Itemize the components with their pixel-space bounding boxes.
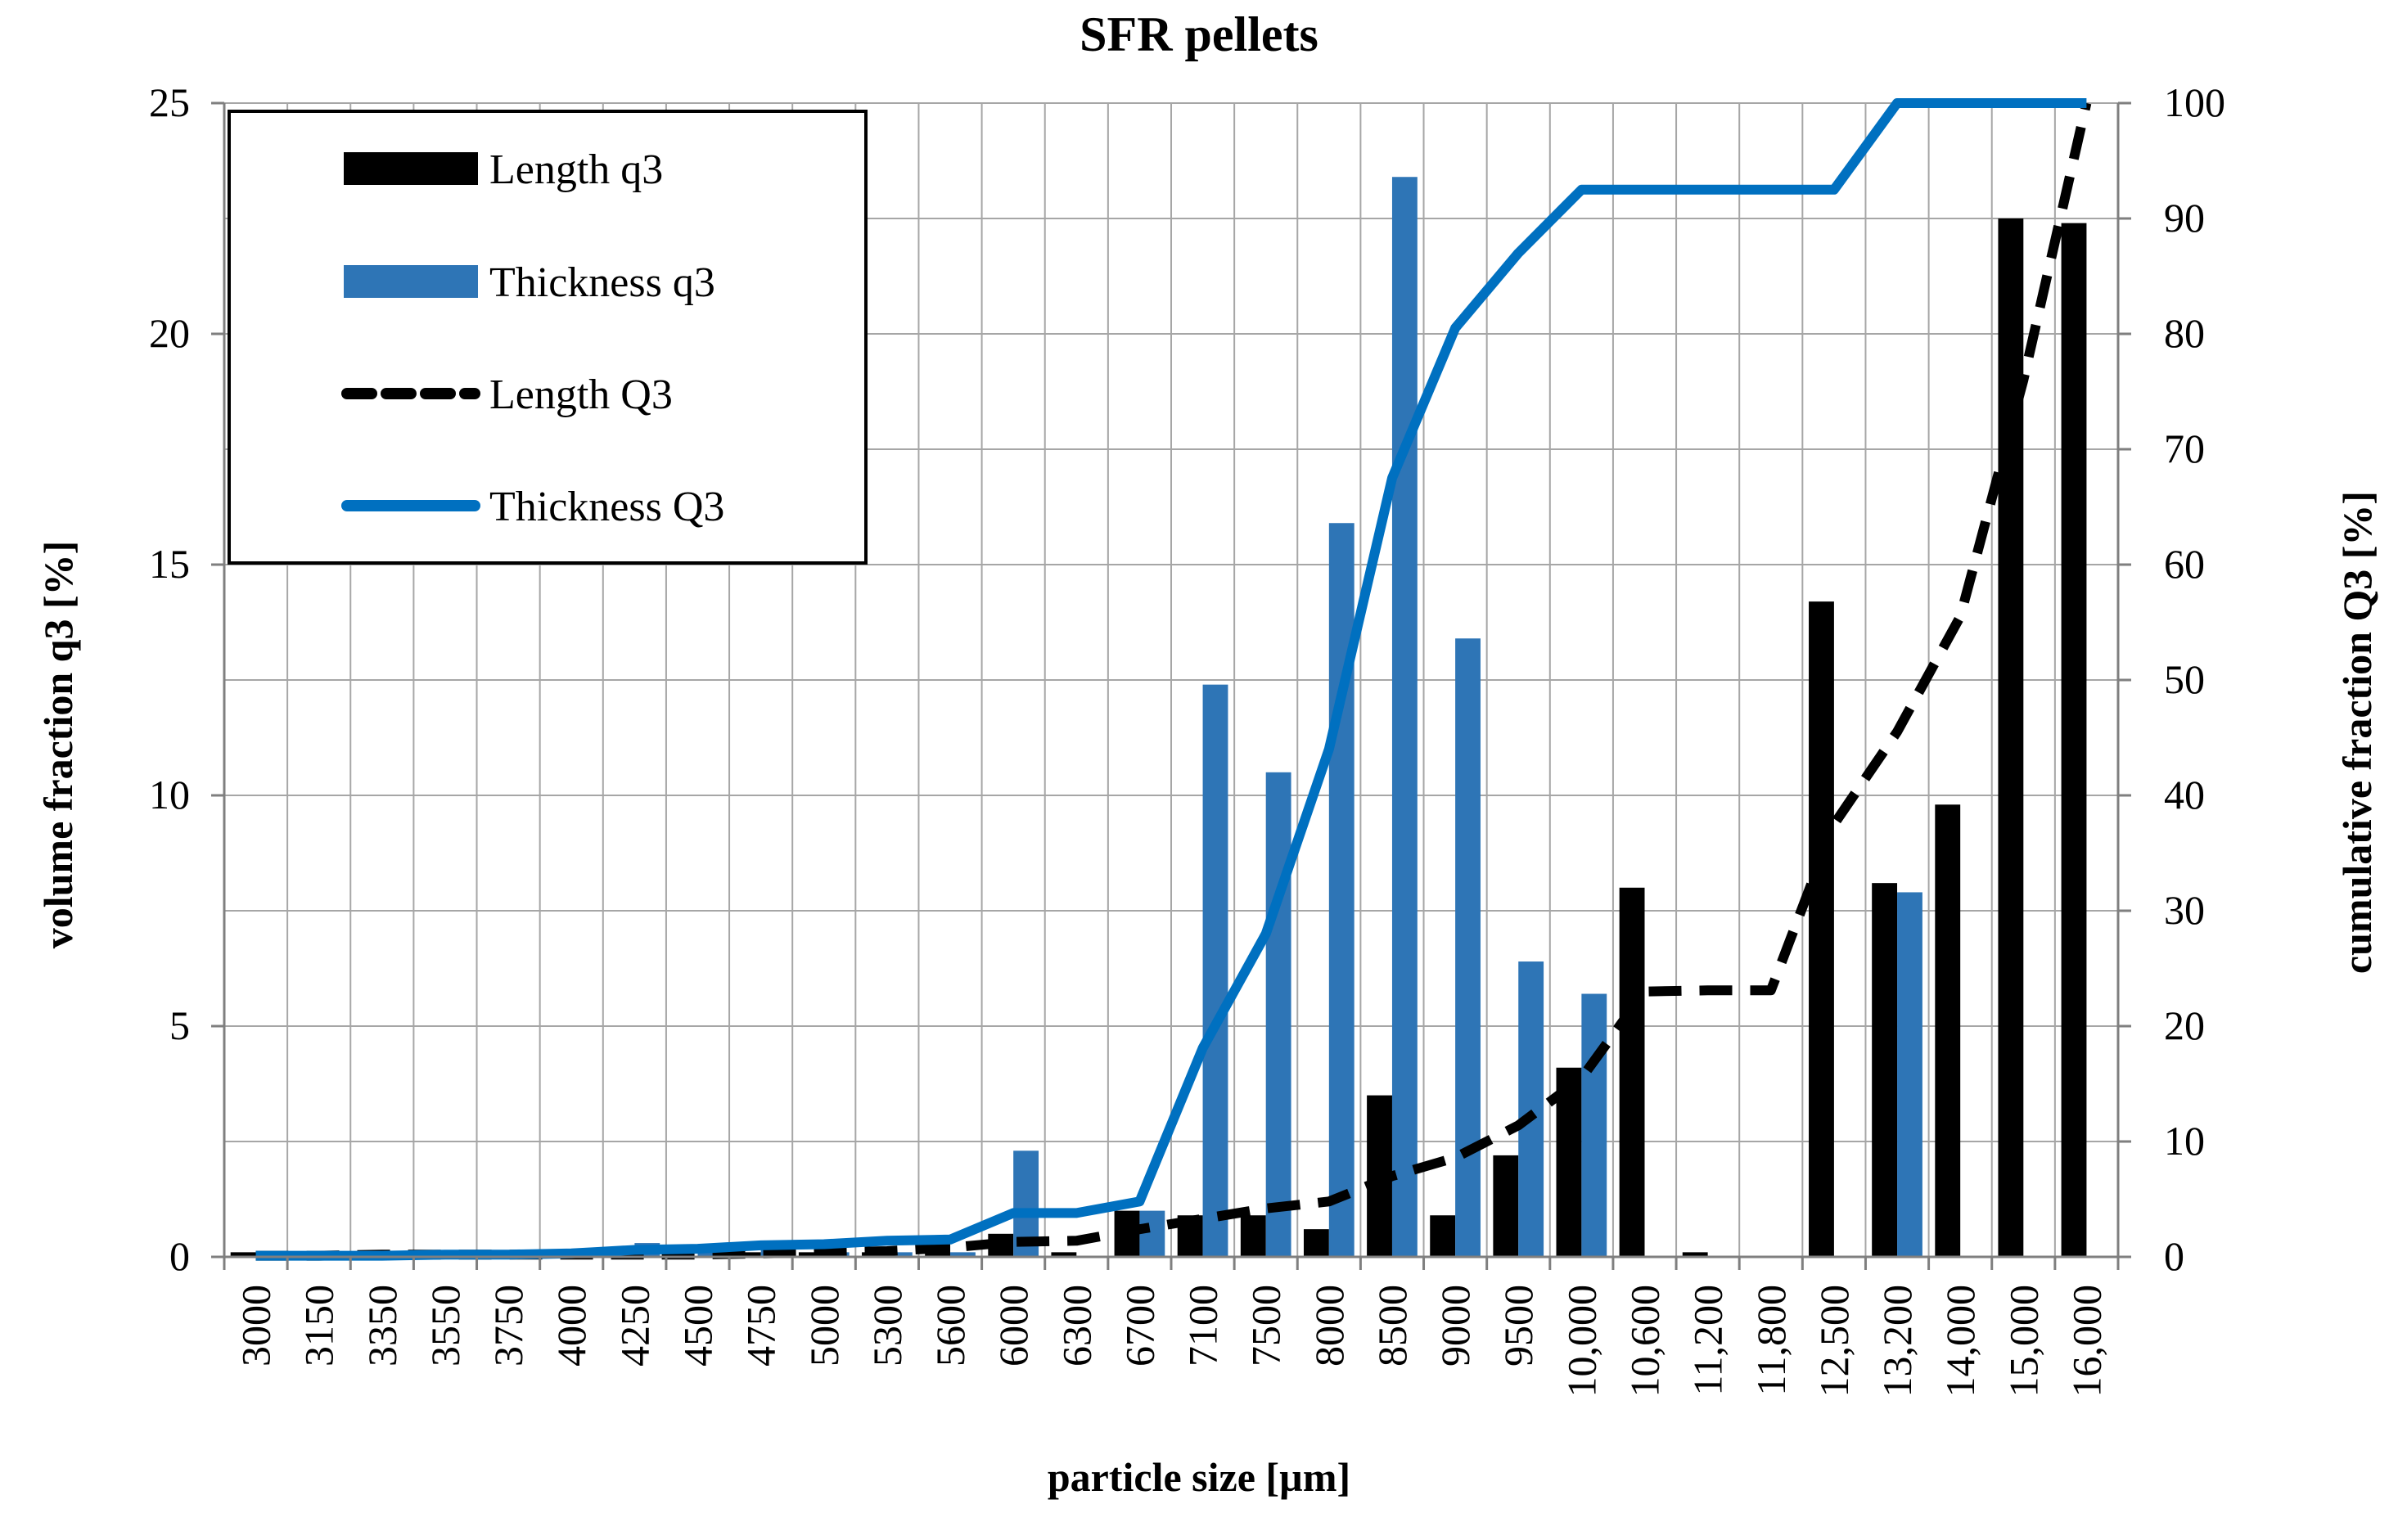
y-axis-label: volume fraction q3 [%] (35, 541, 81, 949)
x-tick-label: 10,000 (1558, 1285, 1604, 1398)
x-axis-label: particle size [µm] (1048, 1454, 1350, 1500)
y2-tick-label: 100 (2164, 79, 2225, 125)
legend-label-thickness-q3: Thickness Q3 (489, 484, 724, 530)
x-tick-label: 16,000 (2063, 1285, 2109, 1398)
bar-length-q3 (230, 1252, 256, 1257)
x-tick-label: 6700 (1116, 1285, 1162, 1367)
bar-thickness-q3 (1202, 684, 1228, 1257)
bar-length-q3 (1430, 1215, 1456, 1257)
y2-tick-label: 20 (2164, 1002, 2205, 1048)
x-tick-label: 4250 (611, 1285, 657, 1367)
bar-length-q3 (1809, 601, 1834, 1257)
x-tick-label: 7100 (1180, 1285, 1226, 1367)
legend-swatch-length-q3 (344, 152, 478, 185)
bar-length-q3 (1493, 1155, 1519, 1257)
bar-length-q3 (735, 1252, 761, 1257)
line-thickness-q3 (255, 98, 2087, 1261)
y2-tick-label: 50 (2164, 656, 2205, 702)
y-tick-label: 5 (169, 1002, 190, 1048)
x-tick-label: 5600 (927, 1285, 973, 1367)
legend-label-thickness-q3: Thickness q3 (489, 259, 715, 306)
bar-length-q3 (2061, 223, 2087, 1257)
bar-thickness-q3 (1265, 772, 1291, 1257)
x-tick-label: 3550 (422, 1285, 468, 1367)
x-tick-label: 4500 (675, 1285, 721, 1367)
x-tick-label: 3150 (296, 1285, 342, 1367)
x-tick-label: 9500 (1495, 1285, 1541, 1367)
x-tick-label: 5000 (801, 1285, 847, 1367)
ticks-layer: 0 5 10 15 20 25 0 10 20 30 40 50 60 70 80 90 100 3000 3150… (149, 79, 2225, 1398)
bar-thickness-q3 (1455, 638, 1481, 1257)
bar-length-q3 (1240, 1215, 1266, 1257)
chart-title: SFR pellets (1080, 7, 1318, 61)
y2-tick-label: 0 (2164, 1233, 2184, 1279)
x-tick-label: 4750 (738, 1285, 784, 1367)
legend-box (228, 110, 868, 565)
y2-tick-label: 30 (2164, 887, 2205, 933)
x-tick-label: 3750 (485, 1285, 531, 1367)
x-tick-label: 4000 (548, 1285, 594, 1367)
y-tick-label: 25 (149, 79, 190, 125)
x-tick-label: 9000 (1432, 1285, 1478, 1367)
y2-axis-label: cumulative fraction Q3 [%] (2334, 491, 2380, 974)
x-tick-label: 8000 (1306, 1285, 1352, 1367)
x-tick-label: 3000 (233, 1285, 279, 1367)
bar-length-q3 (1682, 1252, 1708, 1257)
bar-thickness-q3 (1897, 892, 1922, 1257)
x-tick-label: 6000 (990, 1285, 1036, 1367)
bar-length-q3 (1303, 1229, 1329, 1257)
bar-length-q3 (1998, 218, 2024, 1257)
x-tick-label: 11,200 (1685, 1285, 1731, 1396)
y-tick-label: 20 (149, 310, 190, 356)
y2-tick-label: 10 (2164, 1118, 2205, 1164)
x-tick-label: 14,000 (1937, 1285, 1983, 1398)
legend-label-length-q3: Length Q3 (489, 371, 673, 418)
bar-thickness-q3 (1581, 993, 1607, 1257)
x-tick-label: 12,500 (1811, 1285, 1857, 1398)
bar-length-q3 (1619, 887, 1645, 1257)
x-tick-label: 7500 (1243, 1285, 1289, 1367)
lines-layer (255, 98, 2092, 1261)
x-tick-label: 11,800 (1748, 1285, 1794, 1396)
bar-thickness-q3 (950, 1252, 976, 1257)
x-tick-label: 6300 (1053, 1285, 1099, 1367)
bar-thickness-q3 (1391, 177, 1418, 1258)
x-tick-label: 5300 (864, 1285, 910, 1367)
bar-length-q3 (1935, 804, 1961, 1257)
x-tick-label: 10,600 (1622, 1285, 1668, 1398)
bar-thickness-q3 (1328, 523, 1355, 1257)
y2-tick-label: 60 (2164, 541, 2205, 587)
y-tick-label: 15 (149, 541, 190, 587)
bar-length-q3 (1872, 883, 1898, 1257)
y2-tick-label: 40 (2164, 772, 2205, 817)
y-tick-label: 0 (169, 1233, 190, 1279)
bar-thickness-q3 (886, 1252, 913, 1257)
y2-tick-label: 90 (2164, 195, 2205, 241)
legend-label-length-q3: Length q3 (489, 146, 663, 193)
x-tick-label: 8500 (1369, 1285, 1415, 1367)
x-tick-label: 13,200 (1874, 1285, 1920, 1398)
y2-tick-label: 80 (2164, 310, 2205, 356)
bar-length-q3 (1051, 1252, 1077, 1257)
x-tick-label: 3350 (359, 1285, 405, 1367)
bar-thickness-q3 (697, 1252, 723, 1257)
legend: Length q3 Thickness q3 Length Q3 Thickness … (228, 110, 868, 565)
bar-length-q3 (798, 1252, 824, 1257)
bar-thickness-q3 (1139, 1210, 1165, 1257)
x-tick-label: 15,000 (2000, 1285, 2046, 1398)
legend-swatch-thickness-q3 (344, 265, 478, 298)
y2-tick-label: 70 (2164, 426, 2205, 471)
y-tick-label: 10 (149, 772, 190, 817)
bar-thickness-q3 (1518, 961, 1544, 1257)
